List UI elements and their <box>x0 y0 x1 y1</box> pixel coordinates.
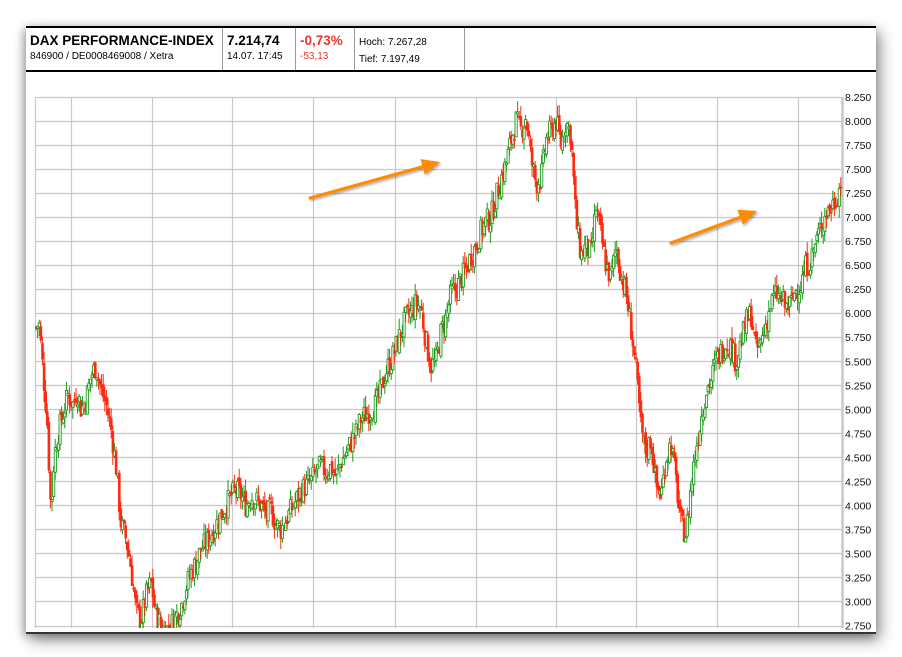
change-absolute: -53,13 <box>300 51 329 62</box>
y-tick-label: 8.250 <box>845 92 871 104</box>
y-tick-label: 2.750 <box>845 621 871 633</box>
y-axis-labels: 8.250 8.000 7.750 7.500 7.250 7.000 6.750 6.500… <box>845 92 871 633</box>
quote-timestamp: 14.07. 17:45 <box>227 51 283 62</box>
change-cell: -0,73% -53,13 <box>296 28 355 70</box>
y-tick-label: 5.750 <box>845 332 871 344</box>
y-tick-label: 7.250 <box>845 188 871 200</box>
y-tick-label: 3.500 <box>845 548 871 560</box>
y-tick-label: 4.750 <box>845 428 871 440</box>
y-tick-label: 4.250 <box>845 476 871 488</box>
change-percent: -0,73% <box>300 33 343 48</box>
instrument-cell: DAX PERFORMANCE-INDEX 846900 / DE0008469… <box>26 28 223 70</box>
y-tick-label: 4.000 <box>845 500 871 512</box>
price-candles <box>35 101 843 628</box>
y-tick-label: 6.000 <box>845 308 871 320</box>
y-tick-label: 7.750 <box>845 140 871 152</box>
y-tick-label: 4.500 <box>845 452 871 464</box>
y-tick-label: 6.500 <box>845 260 871 272</box>
y-tick-label: 6.750 <box>845 236 871 248</box>
price-cell: 7.214,74 14.07. 17:45 <box>223 28 296 70</box>
annotation-arrows <box>308 159 757 245</box>
instrument-title: DAX PERFORMANCE-INDEX <box>30 33 214 48</box>
chart-window: DAX PERFORMANCE-INDEX 846900 / DE0008469… <box>26 26 876 634</box>
orange-arrow-icon <box>308 159 440 200</box>
y-tick-label: 7.500 <box>845 164 871 176</box>
day-high: Hoch: 7.267,28 <box>359 37 427 48</box>
y-tick-label: 3.000 <box>845 596 871 608</box>
y-tick-label: 6.250 <box>845 284 871 296</box>
high-low-cell: Hoch: 7.267,28 Tief: 7.197,49 <box>355 28 465 70</box>
y-tick-label: 7.000 <box>845 212 871 224</box>
y-tick-label: 8.000 <box>845 116 871 128</box>
y-tick-label: 5.000 <box>845 404 871 416</box>
orange-arrow-icon <box>669 209 757 245</box>
y-tick-label: 3.750 <box>845 524 871 536</box>
y-tick-label: 3.250 <box>845 572 871 584</box>
instrument-identifiers: 846900 / DE0008469008 / Xetra <box>30 51 174 62</box>
day-low: Tief: 7.197,49 <box>359 54 420 65</box>
last-price: 7.214,74 <box>227 33 280 48</box>
chart-grid <box>34 96 844 628</box>
y-tick-label: 5.500 <box>845 356 871 368</box>
quote-header: DAX PERFORMANCE-INDEX 846900 / DE0008469… <box>26 28 876 72</box>
y-tick-label: 5.250 <box>845 380 871 392</box>
